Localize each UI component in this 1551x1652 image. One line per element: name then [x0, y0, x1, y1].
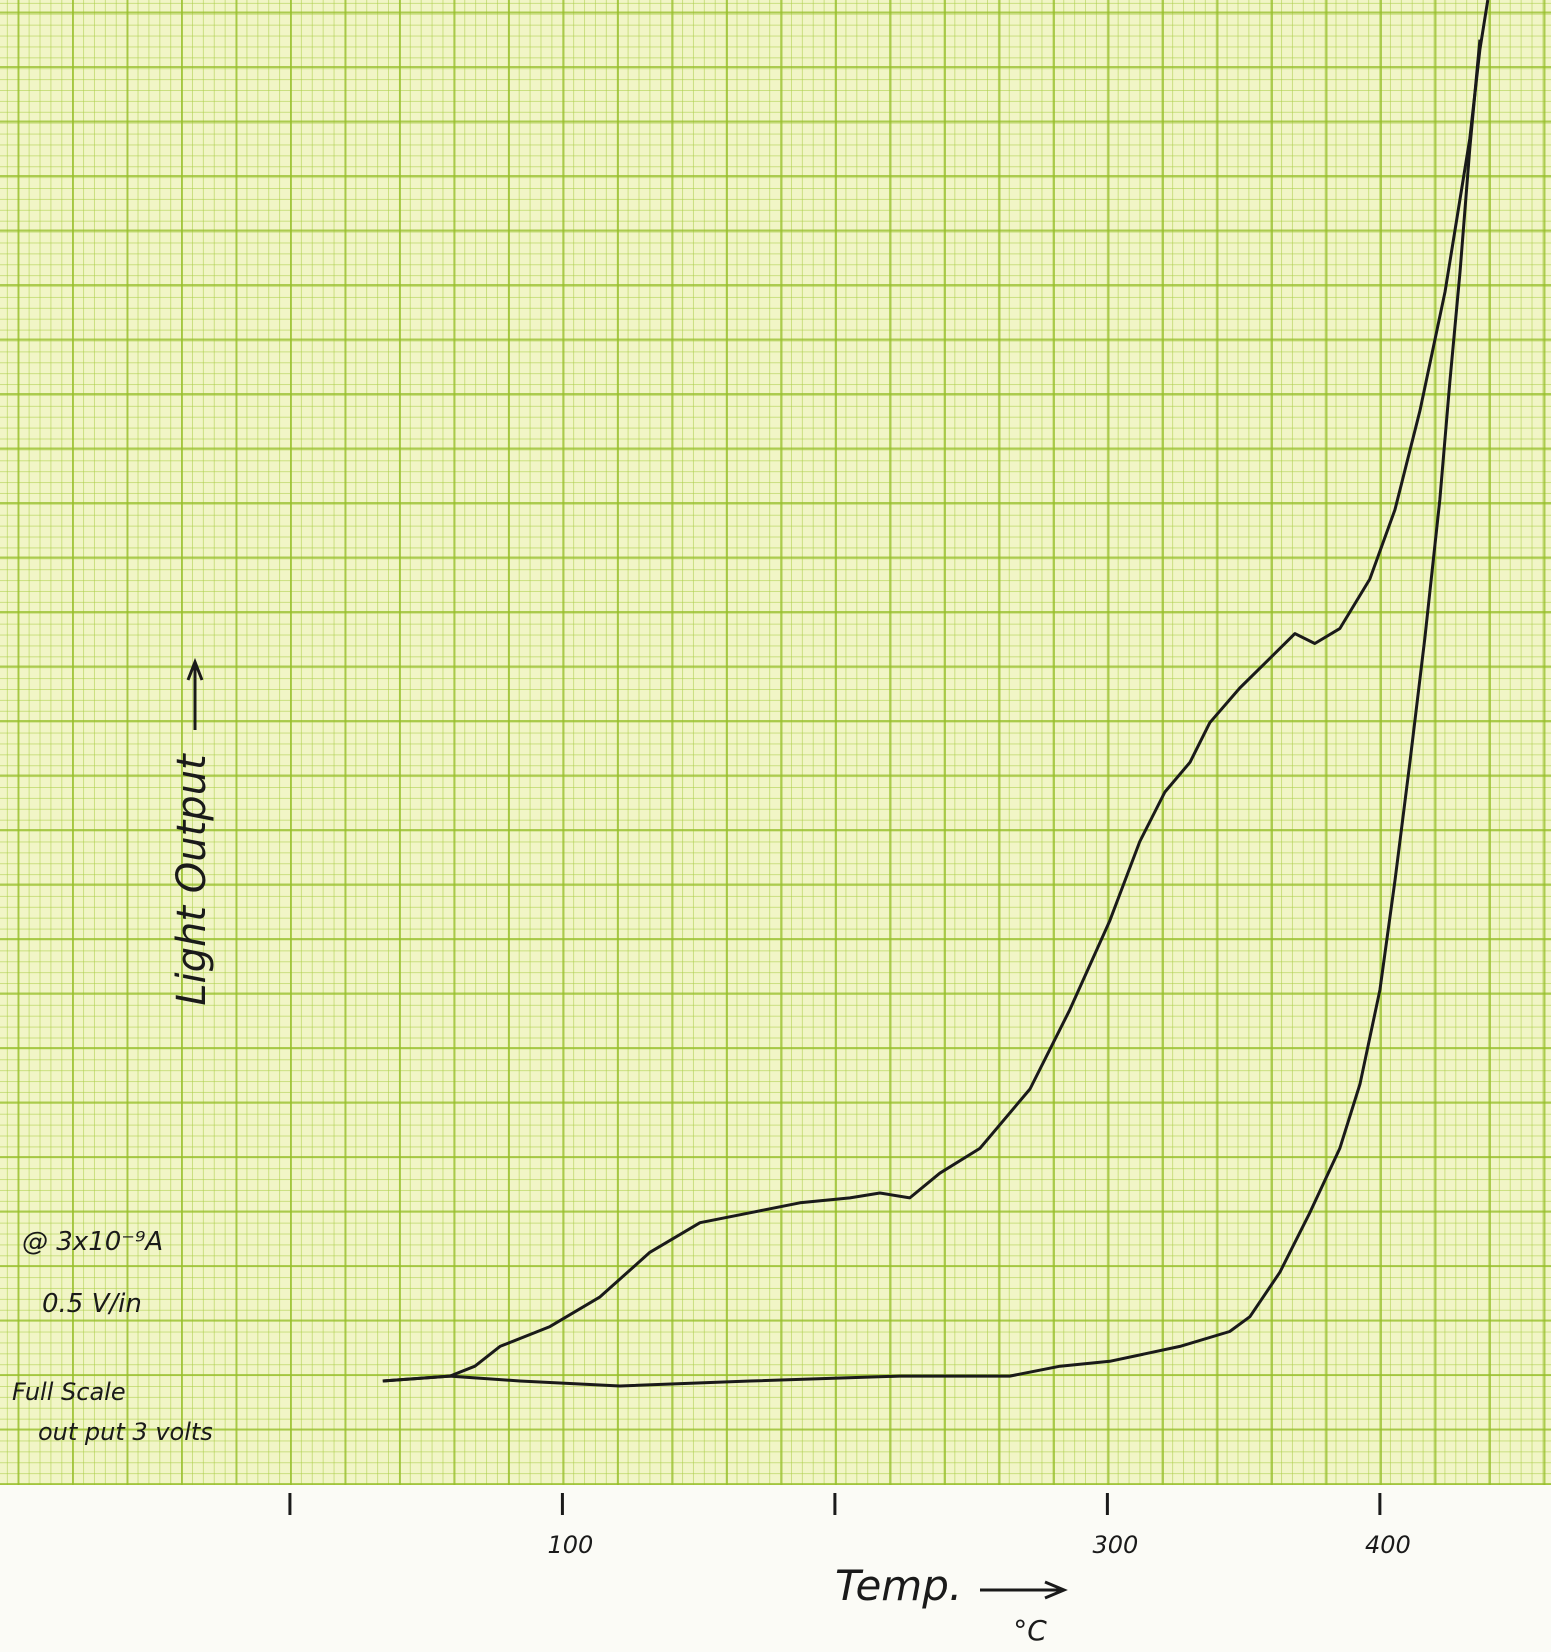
x-axis-label: Temp. — [835, 1561, 962, 1610]
x-arrow — [980, 1582, 1064, 1598]
annotation: 0.5 V/in — [42, 1289, 142, 1319]
x-tick-label: 300 — [1092, 1531, 1138, 1559]
y-arrow — [188, 662, 202, 730]
y-axis-label: Light Output — [169, 753, 215, 1006]
chart: Light Output Temp. °C @ 3x10⁻⁹A 0.5 V/in… — [0, 0, 1551, 1652]
annotation: out put 3 volts — [38, 1418, 213, 1446]
annotation: Full Scale — [12, 1378, 126, 1406]
curve — [383, 40, 1480, 1386]
page: Light Output Temp. °C @ 3x10⁻⁹A 0.5 V/in… — [0, 0, 1551, 1652]
annotation: @ 3x10⁻⁹A — [22, 1227, 163, 1257]
x-axis-unit: °C — [1013, 1614, 1047, 1647]
x-tick-label: 400 — [1365, 1531, 1411, 1559]
x-tick-label: 100 — [548, 1531, 594, 1559]
curve — [383, 0, 1488, 1381]
